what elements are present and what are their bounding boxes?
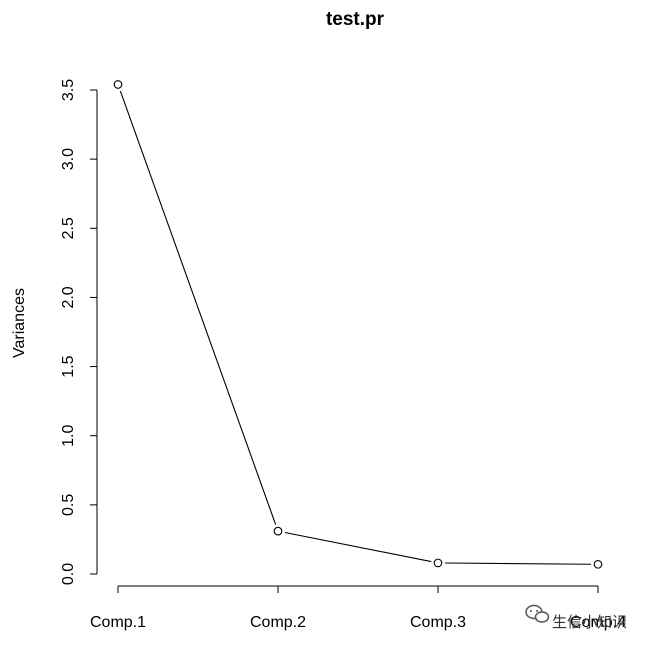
data-point bbox=[273, 526, 283, 536]
wechat-icon bbox=[525, 604, 550, 623]
chart-title: test.pr bbox=[326, 9, 385, 30]
x-tick-label: Comp.2 bbox=[250, 614, 306, 631]
x-tick-label: Comp.4 bbox=[570, 614, 626, 631]
series-segment bbox=[444, 562, 592, 565]
data-point bbox=[113, 80, 123, 89]
y-axis-label: Variances bbox=[11, 288, 28, 358]
y-tick-label: 2.0 bbox=[60, 286, 77, 308]
y-tick-label: 3.5 bbox=[60, 79, 77, 101]
watermark-text: 生信小知识 bbox=[552, 613, 627, 631]
y-tick-label: 2.5 bbox=[60, 217, 77, 239]
y-tick-label: 1.5 bbox=[60, 355, 77, 377]
series-segment bbox=[119, 90, 277, 525]
watermark: 生信小知识 bbox=[525, 604, 627, 631]
variance-series bbox=[113, 80, 603, 569]
x-tick-label: Comp.3 bbox=[410, 614, 466, 631]
y-axis: 0.0 0.5 1.0 1.5 2.0 2.5 3.0 3.5 bbox=[60, 79, 98, 585]
data-point bbox=[433, 558, 443, 568]
x-tick-label: Comp.1 bbox=[90, 614, 146, 631]
y-tick-label: 0.0 bbox=[60, 563, 77, 585]
series-segment bbox=[284, 531, 432, 563]
y-tick-label: 1.0 bbox=[60, 424, 77, 446]
data-point bbox=[593, 559, 603, 569]
x-axis: Comp.1 Comp.2 Comp.3 Comp.4 bbox=[90, 585, 626, 631]
y-tick-label: 3.0 bbox=[60, 148, 77, 170]
y-tick-label: 0.5 bbox=[60, 494, 77, 516]
